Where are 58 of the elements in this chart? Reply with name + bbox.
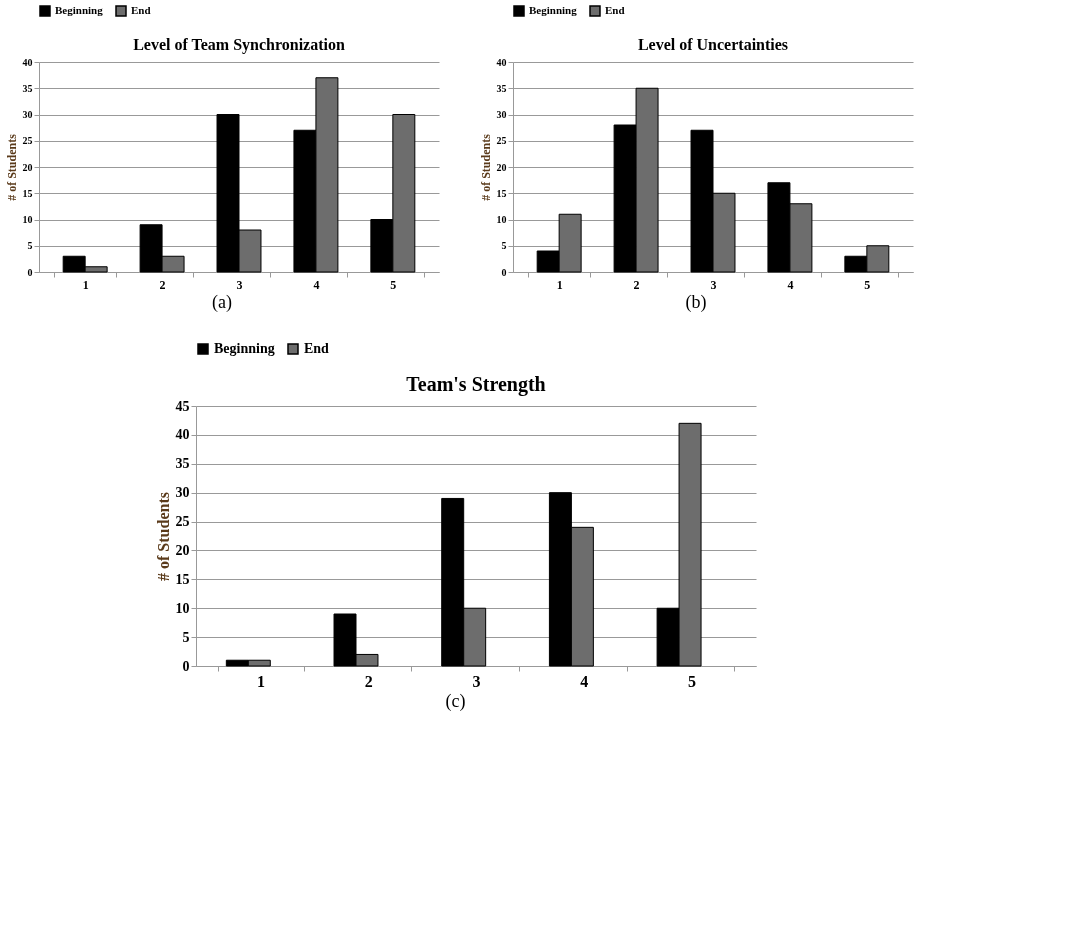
y-tick-label: 30 (496, 109, 507, 120)
chart-title: Level of Team Synchronization (133, 36, 345, 54)
y-tick-label: 25 (496, 135, 507, 147)
y-tick-label: 35 (496, 82, 507, 94)
y-tick-label: 10 (22, 214, 33, 225)
x-tick-label: 5 (390, 277, 397, 292)
y-tick-label: 20 (496, 161, 507, 173)
y-tick-label: 35 (22, 82, 33, 94)
legend-label: End (131, 4, 151, 16)
legend-label: Beginning (214, 341, 275, 356)
x-tick-label: 5 (864, 277, 871, 292)
y-axis-title: # of Students (4, 133, 19, 201)
legend-label: End (605, 4, 625, 16)
x-tick-label: 2 (159, 277, 166, 292)
x-tick-label: 1 (556, 277, 563, 292)
y-tick-label: 40 (22, 56, 33, 68)
legend-label: Beginning (529, 4, 578, 16)
y-tick-label: 30 (22, 109, 33, 120)
y-tick-label: 5 (27, 240, 33, 252)
y-tick-label: 10 (496, 214, 507, 225)
y-tick-label: 15 (22, 187, 33, 199)
y-tick-label: 45 (175, 398, 190, 414)
y-tick-label: 20 (22, 161, 33, 173)
y-tick-label: 20 (175, 542, 190, 558)
x-tick-label: 1 (82, 277, 89, 292)
x-tick-label: 4 (580, 672, 589, 690)
y-tick-label: 0 (501, 266, 507, 278)
x-tick-label: 4 (787, 277, 794, 292)
y-tick-label: 30 (175, 485, 190, 501)
y-tick-label: 5 (182, 629, 190, 645)
legend-label: Beginning (55, 4, 104, 16)
y-tick-label: 10 (175, 600, 190, 616)
chart-title: Level of Uncertainties (637, 36, 789, 53)
text: (b) (685, 292, 707, 313)
chart-title: Team's Strength (406, 373, 546, 396)
x-tick-label: 2 (633, 277, 640, 292)
x-tick-label: 5 (687, 672, 696, 690)
x-tick-label: 3 (710, 277, 717, 292)
x-tick-label: 3 (472, 672, 481, 690)
x-tick-label: 1 (257, 672, 266, 690)
y-tick-label: 15 (175, 571, 190, 587)
y-tick-label: 15 (496, 187, 507, 199)
legend-label: End (304, 341, 330, 356)
text: (a) (212, 292, 232, 313)
y-tick-label: 5 (501, 240, 507, 252)
y-tick-label: 0 (182, 658, 190, 674)
y-tick-label: 40 (496, 56, 507, 68)
y-axis-title: # of Students (478, 133, 493, 201)
y-tick-label: 40 (175, 427, 190, 443)
y-tick-label: 35 (175, 456, 190, 472)
x-tick-label: 3 (236, 277, 243, 292)
text: (c) (445, 691, 466, 712)
x-tick-label: 4 (313, 277, 320, 292)
y-tick-label: 0 (27, 266, 33, 278)
y-axis-title: # of Students (154, 492, 172, 581)
y-tick-label: 25 (22, 135, 33, 147)
x-tick-label: 2 (364, 672, 373, 690)
y-tick-label: 25 (175, 514, 190, 530)
